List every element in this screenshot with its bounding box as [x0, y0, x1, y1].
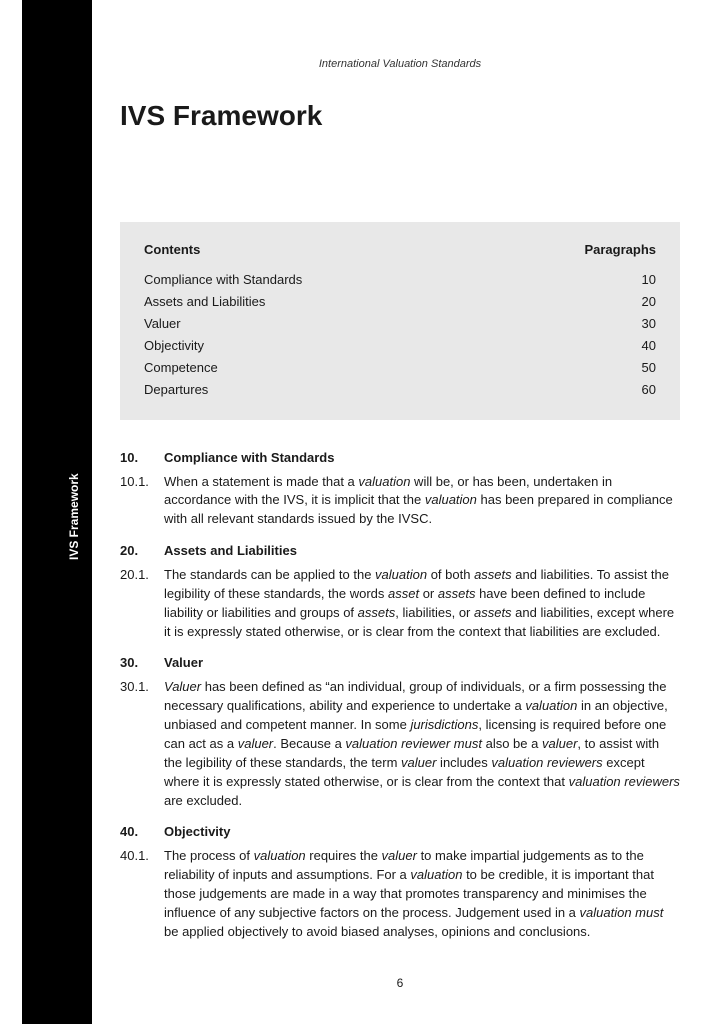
section-number: 30. [120, 655, 164, 670]
paragraph-text: The process of valuation requires the va… [164, 847, 680, 941]
contents-row-para: 50 [642, 357, 656, 379]
paragraph: 30.1.Valuer has been defined as “an indi… [120, 678, 680, 810]
contents-row-label: Assets and Liabilities [144, 291, 265, 313]
paragraph-text: When a statement is made that a valuatio… [164, 473, 680, 530]
sidebar-label: IVS Framework [67, 473, 81, 560]
section: 10.Compliance with Standards10.1.When a … [120, 450, 680, 530]
contents-row-para: 30 [642, 313, 656, 335]
section-number: 20. [120, 543, 164, 558]
section: 40.Objectivity40.1.The process of valuat… [120, 824, 680, 941]
page-number: 6 [120, 976, 680, 990]
paragraph: 20.1.The standards can be applied to the… [120, 566, 680, 641]
main-content: International Valuation Standards IVS Fr… [120, 0, 680, 956]
section-title: Assets and Liabilities [164, 543, 297, 558]
running-header: International Valuation Standards [120, 58, 680, 70]
contents-header-right: Paragraphs [584, 242, 656, 257]
section: 30.Valuer30.1.Valuer has been defined as… [120, 655, 680, 810]
contents-row-label: Compliance with Standards [144, 269, 302, 291]
contents-row: Assets and Liabilities 20 [144, 291, 656, 313]
section-number: 40. [120, 824, 164, 839]
contents-row-label: Valuer [144, 313, 181, 335]
paragraph-number: 20.1. [120, 566, 164, 641]
contents-row: Competence 50 [144, 357, 656, 379]
contents-header-left: Contents [144, 242, 200, 257]
sidebar: IVS Framework [22, 0, 92, 1024]
contents-row-para: 20 [642, 291, 656, 313]
section-title: Valuer [164, 655, 203, 670]
section-heading: 20.Assets and Liabilities [120, 543, 680, 558]
contents-row: Objectivity 40 [144, 335, 656, 357]
contents-row: Departures 60 [144, 379, 656, 401]
section: 20.Assets and Liabilities20.1.The standa… [120, 543, 680, 641]
contents-row-para: 10 [642, 269, 656, 291]
contents-box: Contents Paragraphs Compliance with Stan… [120, 222, 680, 420]
contents-row-label: Competence [144, 357, 218, 379]
section-heading: 10.Compliance with Standards [120, 450, 680, 465]
paragraph-number: 10.1. [120, 473, 164, 530]
contents-row-para: 40 [642, 335, 656, 357]
paragraph: 40.1.The process of valuation requires t… [120, 847, 680, 941]
contents-row-label: Departures [144, 379, 208, 401]
paragraph-number: 30.1. [120, 678, 164, 810]
contents-row-label: Objectivity [144, 335, 204, 357]
paragraph: 10.1.When a statement is made that a val… [120, 473, 680, 530]
contents-row-para: 60 [642, 379, 656, 401]
contents-row: Compliance with Standards 10 [144, 269, 656, 291]
contents-row: Valuer 30 [144, 313, 656, 335]
contents-header: Contents Paragraphs [144, 242, 656, 257]
section-title: Compliance with Standards [164, 450, 334, 465]
section-number: 10. [120, 450, 164, 465]
paragraph-number: 40.1. [120, 847, 164, 941]
paragraph-text: The standards can be applied to the valu… [164, 566, 680, 641]
section-heading: 30.Valuer [120, 655, 680, 670]
page-title: IVS Framework [120, 100, 680, 132]
section-heading: 40.Objectivity [120, 824, 680, 839]
section-title: Objectivity [164, 824, 230, 839]
paragraph-text: Valuer has been defined as “an individua… [164, 678, 680, 810]
